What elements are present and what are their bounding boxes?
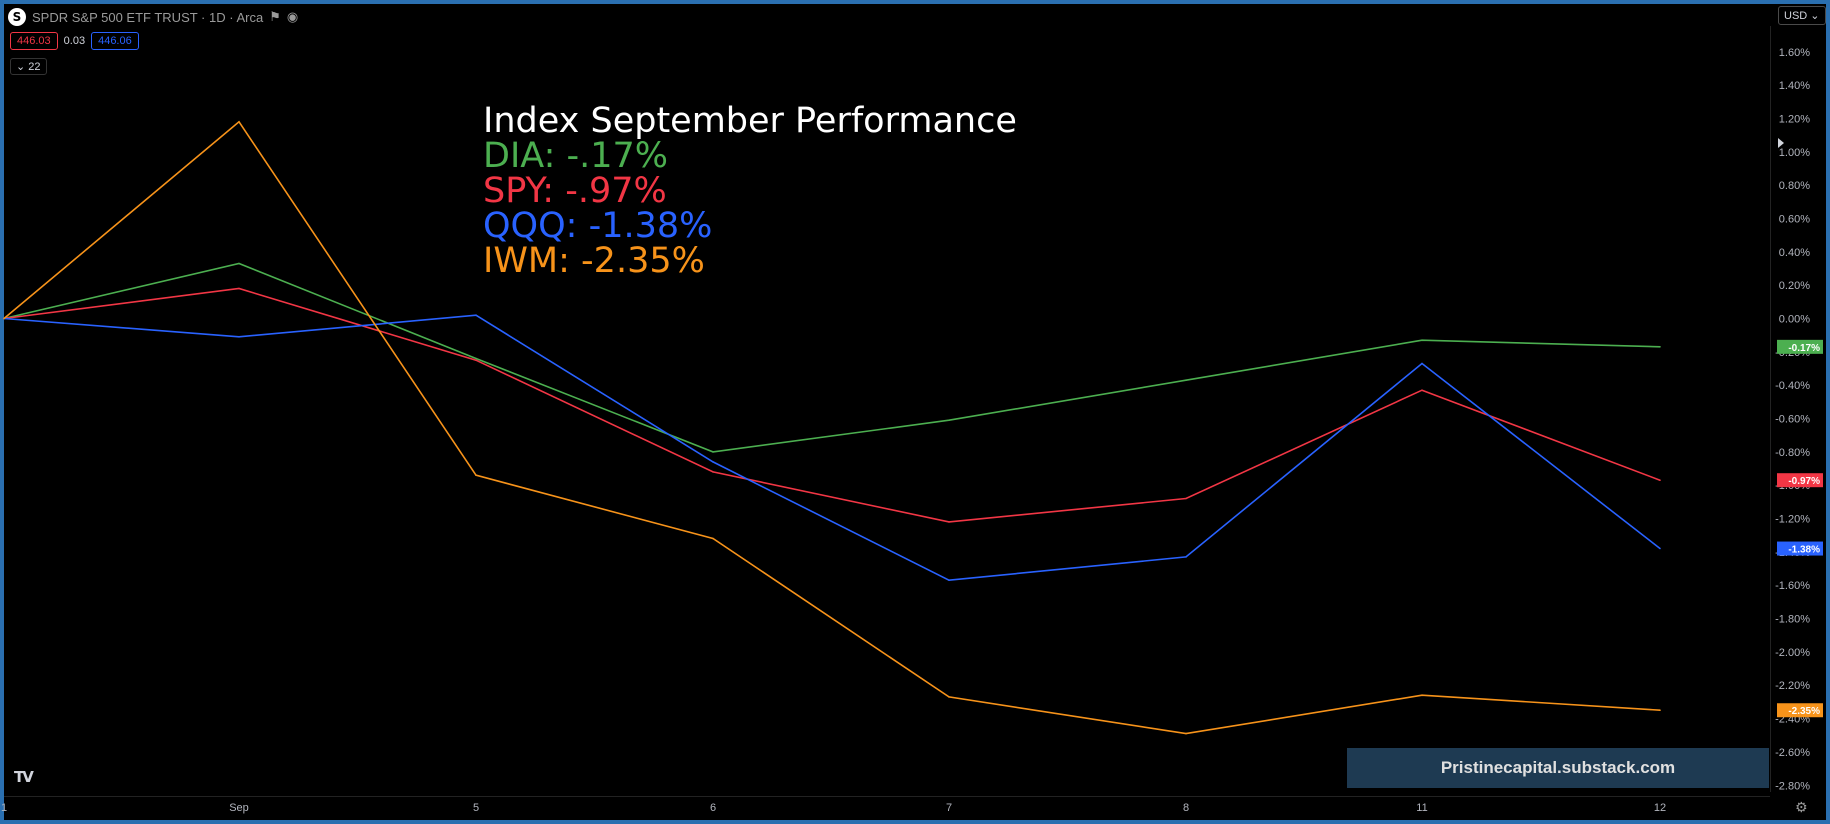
series-point <box>1421 694 1423 696</box>
last-value-label: -0.17% <box>1788 343 1820 354</box>
chevron-down-icon: ⌄ <box>1810 10 1820 22</box>
series-point <box>1421 339 1423 342</box>
y-tick-label: 0.60% <box>1779 213 1810 225</box>
x-tick-label: 6 <box>710 802 716 814</box>
series-line <box>3 262 1661 453</box>
series-point <box>1421 362 1423 365</box>
series-point <box>1185 379 1187 382</box>
currency-select[interactable]: USD ⌄ <box>1778 6 1826 25</box>
buy-price-button[interactable]: 446.06 <box>91 32 139 50</box>
series-point <box>1659 346 1661 348</box>
series-point <box>712 451 714 453</box>
series-line <box>3 314 1661 582</box>
x-tick-label: 7 <box>946 802 952 814</box>
series-line <box>3 120 1661 735</box>
y-tick-label: -2.60% <box>1775 747 1810 759</box>
y-tick-label: 1.20% <box>1779 113 1810 125</box>
x-tick-label: 5 <box>473 802 479 814</box>
annotation-line-dia: DIA: -.17% <box>483 136 669 176</box>
series-point <box>1185 556 1187 558</box>
last-value-label: -0.97% <box>1788 476 1820 487</box>
y-tick-label: 1.00% <box>1779 147 1810 159</box>
price-axis-divider <box>1770 26 1771 792</box>
series-point <box>238 336 240 338</box>
y-tick-label: -0.80% <box>1775 447 1810 459</box>
last-value-badge <box>1777 703 1823 718</box>
y-tick-label: 0.20% <box>1779 280 1810 292</box>
performance-annotation: Index September Performance DIA: -.17% S… <box>483 104 1017 279</box>
y-tick-label: -1.80% <box>1775 614 1810 626</box>
collapse-count: 22 <box>28 61 41 73</box>
series-point <box>475 357 477 360</box>
spread-value: 0.03 <box>63 35 86 47</box>
last-value-label: -1.38% <box>1788 545 1820 556</box>
series-point <box>1659 547 1661 550</box>
series-point <box>1421 389 1423 392</box>
symbol-title[interactable]: SPDR S&P 500 ETF TRUST · 1D · Arca <box>32 9 264 25</box>
sell-price-button[interactable]: 446.03 <box>10 32 58 50</box>
x-tick-label: 11 <box>1416 802 1427 814</box>
time-axis-divider <box>4 796 1770 797</box>
y-tick-label: 0.80% <box>1779 180 1810 192</box>
x-tick-label: Sep <box>229 802 249 814</box>
y-tick-label: -0.60% <box>1775 414 1810 426</box>
chevron-down-icon: ⌄ <box>16 61 26 73</box>
symbol-logo-icon[interactable]: S <box>8 8 26 26</box>
series-point <box>948 419 950 422</box>
series-line <box>3 287 1661 523</box>
price-boxes: 446.03 0.03 446.06 <box>10 32 139 50</box>
x-tick-label: 1 <box>1 802 7 814</box>
series-point <box>1659 709 1661 711</box>
y-tick-label: 0.40% <box>1779 247 1810 259</box>
series-point <box>1659 479 1661 482</box>
currency-label: USD <box>1784 10 1808 22</box>
x-tick-label: 12 <box>1654 802 1666 814</box>
y-tick-label: -1.60% <box>1775 580 1810 592</box>
series-point <box>475 314 477 317</box>
series-point <box>712 471 714 473</box>
y-tick-label: -2.80% <box>1775 780 1810 792</box>
y-tick-label: -2.00% <box>1775 647 1810 659</box>
series-point <box>712 461 714 463</box>
series-point <box>475 359 477 362</box>
series-point <box>1185 497 1187 500</box>
indicator-collapse-button[interactable]: ⌄ 22 <box>10 58 47 75</box>
annotation-line-iwm: IWM: -2.35% <box>483 241 705 281</box>
annotation-line-spy: SPY: -.97% <box>483 171 667 211</box>
last-value-badge <box>1777 473 1823 488</box>
series-point <box>238 262 240 265</box>
series-point <box>948 579 950 581</box>
y-tick-label: -2.20% <box>1775 680 1810 692</box>
series-point <box>948 521 950 523</box>
last-value-badge <box>1777 339 1823 354</box>
last-value-badge <box>1777 541 1823 556</box>
tradingview-logo-icon[interactable]: TV <box>14 768 34 786</box>
flag-icon[interactable]: ⚑ <box>269 9 281 25</box>
y-tick-label: -0.40% <box>1775 380 1810 392</box>
series-point <box>948 696 950 698</box>
x-tick-label: 8 <box>1183 802 1189 814</box>
series-point <box>475 474 477 477</box>
watermark-banner: Pristinecapital.substack.com <box>1347 748 1769 788</box>
series-point <box>1185 732 1187 735</box>
series-point <box>238 121 240 123</box>
axis-marker-arrow <box>1778 138 1784 148</box>
last-value-label: -2.35% <box>1788 706 1820 717</box>
series-point <box>3 317 5 320</box>
y-tick-label: 1.60% <box>1779 47 1810 59</box>
chart-header: S SPDR S&P 500 ETF TRUST · 1D · Arca ⚑ ◉ <box>8 6 298 28</box>
series-point <box>238 287 240 290</box>
series-point <box>712 537 714 540</box>
hide-eye-icon[interactable]: ◉ <box>286 9 299 25</box>
annotation-heading: Index September Performance <box>483 101 1017 141</box>
settings-gear-icon[interactable]: ⚙ <box>1795 800 1808 816</box>
y-tick-label: 0.00% <box>1779 314 1810 326</box>
y-tick-label: 1.40% <box>1779 80 1810 92</box>
y-tick-label: -1.20% <box>1775 514 1810 526</box>
annotation-line-qqq: QQQ: -1.38% <box>483 206 713 246</box>
